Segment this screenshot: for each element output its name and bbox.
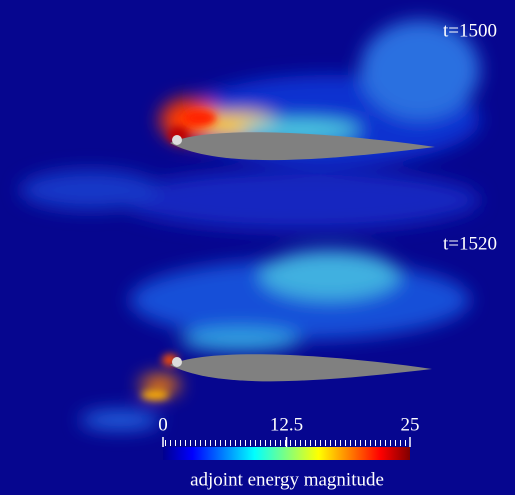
colorbar-tick-label: 0 [158, 414, 168, 435]
probe [172, 357, 182, 367]
airfoil [170, 132, 435, 161]
colorbar [163, 447, 410, 460]
time-label: t=1520 [443, 233, 497, 254]
time-label: t=1500 [443, 20, 497, 41]
colorbar-label: adjoint energy magnitude [190, 469, 384, 490]
probe [172, 135, 182, 145]
colorbar-tick-label: 25 [401, 414, 420, 435]
colorbar-tick-label: 12.5 [270, 414, 303, 435]
airfoil [170, 354, 432, 382]
